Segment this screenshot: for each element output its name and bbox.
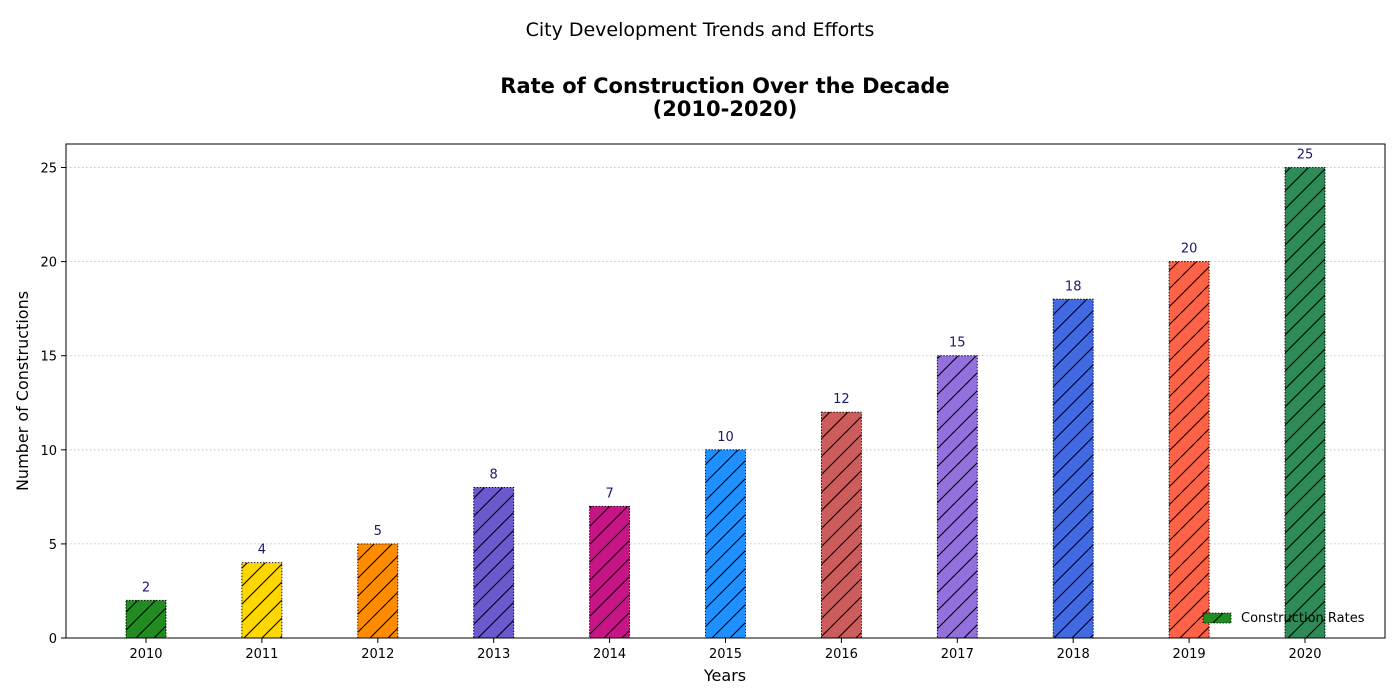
bar-value-label: 8 [490, 467, 498, 482]
x-tick-label: 2015 [709, 647, 742, 662]
x-tick-label: 2013 [477, 647, 510, 662]
bar-value-label: 12 [833, 392, 850, 407]
x-tick-label: 2010 [129, 647, 162, 662]
bar-value-label: 4 [258, 543, 266, 558]
bar-hatch [821, 412, 862, 638]
legend-swatch-hatch [1203, 613, 1231, 623]
bars [125, 167, 1326, 639]
data-labels: 2 4 5 8 7 10 12 15 18 20 25 [142, 148, 1313, 596]
legend-label: Construction Rates [1241, 611, 1365, 626]
bar-hatch [1053, 299, 1094, 638]
bar-hatch [937, 355, 978, 638]
x-tick-label: 2016 [825, 647, 858, 662]
x-tick-label: 2014 [593, 647, 626, 662]
x-axis-label: Years [703, 666, 746, 685]
bar-hatch [1285, 167, 1325, 638]
y-tick-label: 15 [40, 350, 57, 365]
y-axis-ticks: 0 5 10 15 20 25 [40, 162, 66, 647]
x-tick-label: 2017 [941, 647, 974, 662]
bar-value-label: 7 [605, 486, 613, 501]
bar-hatch [589, 506, 630, 638]
x-axis-ticks: 2010 2011 2012 2013 2014 2015 2016 2017 2018 2019… [129, 638, 1322, 662]
bar-value-label: 20 [1181, 242, 1198, 257]
chart-title-line1: Rate of Construction Over the Decade [500, 74, 949, 98]
x-tick-label: 2018 [1057, 647, 1090, 662]
x-tick-label: 2011 [245, 647, 278, 662]
y-tick-label: 20 [40, 256, 57, 271]
y-axis-label: Number of Constructions [13, 291, 32, 491]
x-tick-label: 2012 [361, 647, 394, 662]
bar-hatch [1169, 261, 1210, 638]
y-tick-label: 25 [40, 162, 57, 177]
legend: Construction Rates [1202, 611, 1365, 626]
bar-value-label: 5 [374, 524, 382, 539]
bar-hatch [357, 543, 398, 638]
bar-hatch [473, 487, 514, 638]
figure-suptitle: City Development Trends and Efforts [526, 19, 875, 41]
chart-title-line2: (2010-2020) [653, 97, 798, 121]
y-tick-label: 0 [49, 632, 57, 647]
bar-value-label: 2 [142, 580, 150, 595]
bar-hatch [241, 562, 282, 638]
bar-hatch [126, 600, 166, 638]
x-tick-label: 2019 [1173, 647, 1206, 662]
bar-value-label: 25 [1297, 148, 1314, 163]
y-tick-label: 10 [40, 444, 57, 459]
bar-value-label: 15 [949, 336, 966, 351]
bar-value-label: 18 [1065, 279, 1082, 294]
bar-value-label: 10 [717, 430, 734, 445]
bar-hatch [705, 449, 746, 638]
y-tick-label: 5 [49, 538, 57, 553]
x-tick-label: 2020 [1288, 647, 1321, 662]
